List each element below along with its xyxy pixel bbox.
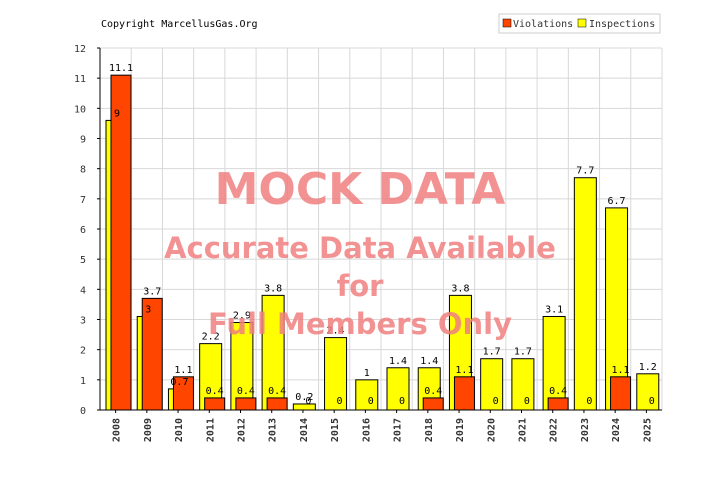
x-tick-label: 2008 (112, 418, 123, 442)
data-label-violations: 3.7 (143, 286, 161, 297)
data-labels: 911.133.70.71.12.20.42.90.43.80.40.202.4… (109, 63, 657, 407)
data-label-violations: 0 (649, 396, 655, 407)
data-label-violations: 1.1 (174, 365, 192, 376)
data-label-inspections: 1.4 (420, 356, 438, 367)
bar-violations (453, 376, 475, 411)
y-tick-label: 11 (74, 74, 86, 85)
watermark: MOCK DATA Accurate Data Available for Fu… (164, 164, 556, 341)
data-label-violations: 0.4 (206, 386, 224, 397)
x-tick-label: 2025 (642, 418, 653, 442)
watermark-line-3: for (337, 269, 385, 303)
x-tick-label: 2010 (174, 418, 185, 442)
data-label-inspections: 1.2 (639, 362, 657, 373)
bars (105, 74, 660, 411)
x-tick-label: 2022 (549, 418, 560, 442)
x-tick-label: 2012 (237, 418, 248, 442)
y-tick-label: 2 (80, 346, 86, 357)
data-label-inspections: 1.7 (483, 347, 501, 358)
x-tick-label: 2023 (580, 418, 591, 442)
y-tick-label: 9 (80, 135, 86, 146)
y-tick-label: 12 (74, 44, 86, 55)
bar-violations (235, 397, 257, 411)
bar-violations (422, 397, 444, 411)
data-label-violations: 1.1 (612, 365, 630, 376)
data-label-violations: 0 (337, 396, 343, 407)
data-label-inspections: 1.7 (514, 347, 532, 358)
data-label-inspections: 1.4 (389, 356, 407, 367)
data-label-violations: 0 (368, 396, 374, 407)
data-label-violations: 1.1 (455, 365, 473, 376)
y-tick-label: 6 (80, 225, 86, 236)
data-label-violations: 0 (305, 396, 311, 407)
y-tick-label: 4 (80, 285, 86, 296)
watermark-line-2: Accurate Data Available (164, 231, 556, 265)
bar-inspections (573, 177, 597, 411)
y-tick-label: 8 (80, 165, 86, 176)
x-tick-label: 2015 (330, 418, 341, 442)
data-label-violations: 0.4 (424, 386, 442, 397)
data-label-inspections: 7.7 (576, 166, 594, 177)
x-tick-label: 2017 (393, 418, 404, 442)
x-tick-label: 2024 (611, 418, 622, 442)
x-tick-label: 2013 (268, 418, 279, 442)
bar-violations (110, 74, 132, 411)
data-label-violations: 0 (524, 396, 530, 407)
y-tick-label: 7 (80, 195, 86, 206)
data-label-inspections: 6.7 (608, 196, 626, 207)
y-tick-label: 5 (80, 255, 86, 266)
legend-swatch-violations (502, 18, 512, 28)
y-tick-label: 3 (80, 316, 86, 327)
bar-violations (610, 376, 632, 411)
legend: Violations Inspections (498, 13, 661, 34)
bar-violations (266, 397, 288, 411)
x-axis-ticks: 2008 2009 2010 2011 2012 2013 2014 2015 2016 2017… (112, 410, 653, 442)
x-tick-label: 2011 (205, 418, 216, 442)
y-tick-label: 1 (80, 376, 86, 387)
x-tick-label: 2009 (143, 418, 154, 442)
data-label-inspections: 9 (114, 108, 120, 119)
y-tick-label: 0 (80, 406, 86, 417)
data-label-violations: 0.4 (549, 386, 567, 397)
data-label-inspections: 3 (145, 304, 151, 315)
x-tick-label: 2014 (299, 418, 310, 442)
x-tick-label: 2020 (486, 418, 497, 442)
watermark-line-1: MOCK DATA (215, 164, 506, 215)
data-label-inspections: 3.1 (545, 304, 563, 315)
data-label-inspections: 3.8 (264, 283, 282, 294)
bar-violations (204, 397, 226, 411)
data-label-inspections: 1 (364, 368, 370, 379)
copyright-text: Copyright MarcellusGas.Org (101, 19, 258, 30)
legend-swatch-inspections (577, 18, 587, 28)
data-label-inspections: 2.9 (233, 311, 251, 322)
y-tick-label: 10 (74, 104, 86, 115)
data-label-violations: 0.4 (237, 386, 255, 397)
data-label-violations: 0 (399, 396, 405, 407)
x-tick-label: 2019 (455, 418, 466, 442)
x-tick-label: 2016 (361, 418, 372, 442)
data-label-inspections: 2.4 (327, 326, 345, 337)
bar-violations (547, 397, 569, 411)
data-label-violations: 0.4 (268, 386, 286, 397)
x-tick-label: 2021 (518, 418, 529, 442)
data-label-inspections: 0.2 (295, 392, 313, 403)
x-tick-label: 2018 (424, 418, 435, 442)
data-label-violations: 11.1 (109, 63, 133, 74)
data-label-inspections: 0.7 (170, 377, 188, 388)
data-label-violations: 0 (493, 396, 499, 407)
data-label-inspections: 2.2 (202, 332, 220, 343)
legend-label-inspections: Inspections (589, 19, 655, 30)
data-label-inspections: 3.8 (451, 283, 469, 294)
data-label-violations: 0 (586, 396, 592, 407)
legend-label-violations: Violations (513, 19, 573, 30)
watermark-line-4: Full Members Only (208, 307, 512, 341)
